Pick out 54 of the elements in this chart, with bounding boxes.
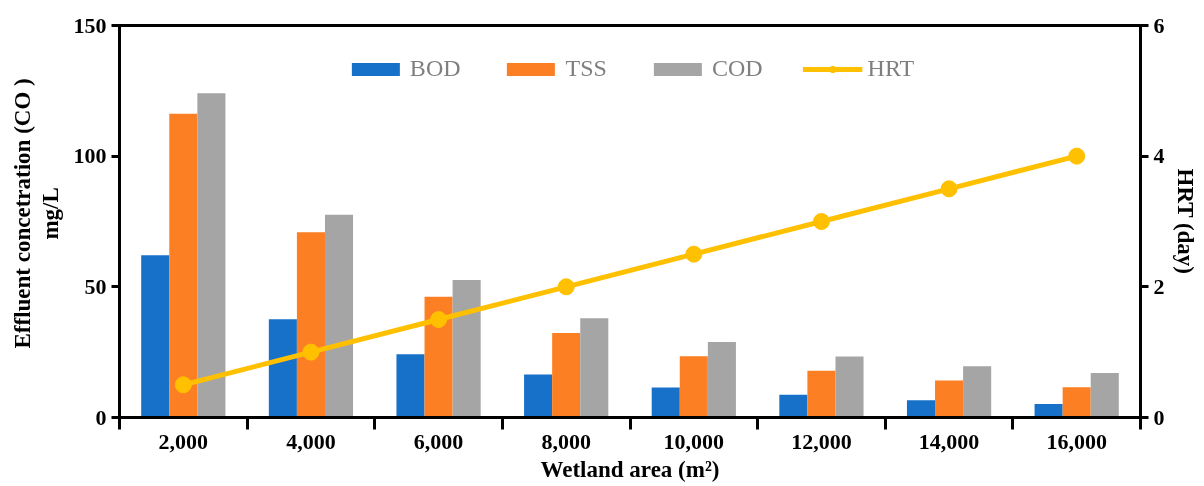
x-axis-title: Wetland area (m²) bbox=[540, 456, 720, 482]
x-tick-label: 12,000 bbox=[791, 428, 852, 454]
y-tick-label: 0 bbox=[95, 404, 107, 430]
point bbox=[940, 180, 958, 198]
bar bbox=[324, 214, 354, 418]
bar bbox=[1090, 373, 1119, 418]
bar bbox=[452, 280, 481, 418]
y2-tick-label: 4 bbox=[1153, 143, 1165, 169]
point bbox=[430, 311, 448, 328]
bar bbox=[906, 400, 936, 418]
y2-tick-label: 6 bbox=[1153, 12, 1165, 38]
y-tick-label: 50 bbox=[84, 273, 107, 299]
y2-axis-title: HRT (day) bbox=[1172, 168, 1198, 275]
x-tick-label: 4,000 bbox=[286, 428, 336, 454]
bar bbox=[268, 319, 297, 418]
legend-label: HRT bbox=[867, 55, 915, 82]
y2-tick-label: 2 bbox=[1153, 273, 1165, 299]
bar bbox=[651, 387, 680, 418]
point bbox=[812, 213, 830, 230]
bar bbox=[424, 296, 453, 418]
legend-label: COD bbox=[711, 55, 763, 82]
y-tick-label: 100 bbox=[73, 143, 107, 169]
bar bbox=[707, 341, 736, 418]
y2-tick-label: 0 bbox=[1153, 404, 1165, 430]
x-tick-label: 16,000 bbox=[1046, 428, 1107, 454]
bar bbox=[197, 93, 226, 418]
x-tick-label: 8,000 bbox=[541, 428, 591, 454]
y-tick-label: 150 bbox=[73, 12, 107, 38]
bar bbox=[169, 113, 198, 418]
bar bbox=[141, 255, 170, 418]
point bbox=[1068, 147, 1086, 165]
bar bbox=[779, 394, 808, 418]
bar bbox=[296, 232, 325, 418]
legend-label: BOD bbox=[409, 55, 461, 82]
bar bbox=[552, 333, 581, 418]
bar bbox=[1062, 387, 1091, 418]
point bbox=[685, 245, 703, 263]
legend-label: TSS bbox=[565, 55, 607, 82]
bar bbox=[580, 318, 609, 418]
bar bbox=[935, 380, 964, 418]
bar bbox=[396, 354, 425, 418]
bar bbox=[807, 370, 836, 418]
x-tick-label: 10,000 bbox=[663, 428, 725, 454]
bar bbox=[679, 356, 708, 418]
point bbox=[557, 278, 575, 296]
bar bbox=[963, 366, 992, 418]
x-tick-label: 2,000 bbox=[158, 428, 209, 454]
point bbox=[302, 343, 320, 361]
bar bbox=[835, 356, 864, 418]
bar bbox=[524, 374, 553, 418]
y-axis-title: Effluent concetration (CO ) mg/L bbox=[10, 78, 63, 349]
x-tick-label: 6,000 bbox=[413, 428, 464, 454]
x-tick-label: 14,000 bbox=[918, 428, 980, 454]
point bbox=[174, 376, 192, 394]
